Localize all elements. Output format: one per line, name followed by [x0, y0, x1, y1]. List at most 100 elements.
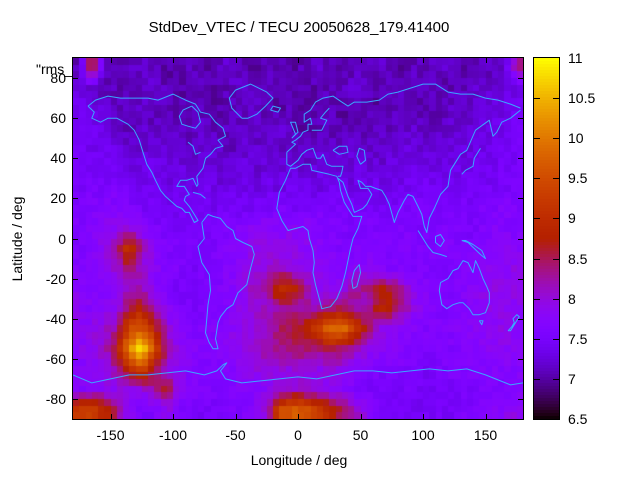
- colorbar-gradient-slice: [534, 184, 559, 187]
- colorbar-gradient-slice: [534, 350, 559, 353]
- colorbar-gradient-slice: [534, 359, 559, 362]
- x-axis-label: Longitude / deg: [250, 452, 348, 468]
- colorbar-tick-mark: [553, 378, 559, 380]
- colorbar-gradient-slice: [534, 356, 559, 359]
- colorbar-tick-mark: [553, 178, 559, 180]
- colorbar-gradient-slice: [534, 220, 559, 223]
- colorbar-gradient-slice: [534, 235, 559, 239]
- x-tick-mark: [423, 414, 424, 419]
- colorbar-gradient-slice: [534, 115, 559, 118]
- colorbar-tick-mark: [534, 338, 540, 340]
- colorbar: [533, 57, 560, 420]
- colorbar-gradient-slice: [534, 172, 559, 175]
- colorbar-gradient-slice: [534, 136, 559, 139]
- colorbar-gradient-slice: [534, 205, 559, 208]
- colorbar-gradient-slice: [534, 64, 559, 67]
- colorbar-gradient-slice: [534, 121, 559, 124]
- colorbar-gradient-slice: [534, 377, 559, 380]
- colorbar-gradient-slice: [534, 160, 559, 163]
- colorbar-gradient-slice: [534, 127, 559, 130]
- colorbar-gradient-slice: [534, 196, 559, 199]
- coastline-path: [478, 320, 484, 326]
- colorbar-gradient-slice: [534, 242, 559, 245]
- colorbar-gradient-slice: [534, 142, 559, 145]
- y-tick-mark: [518, 158, 523, 160]
- colorbar-gradient-slice: [534, 94, 559, 97]
- colorbar-gradient-slice: [534, 335, 559, 338]
- colorbar-gradient-slice: [534, 193, 559, 196]
- colorbar-gradient-slice: [534, 392, 559, 395]
- colorbar-gradient-slice: [534, 178, 559, 181]
- y-tick-label: 40: [50, 150, 66, 167]
- colorbar-tick-mark: [553, 138, 559, 140]
- x-tick-mark: [173, 414, 174, 419]
- colorbar-tick-mark: [553, 98, 559, 100]
- x-tick-label: 0: [294, 427, 302, 443]
- colorbar-gradient-slice: [534, 211, 559, 214]
- coastline-path: [87, 93, 226, 223]
- x-tick-mark: [298, 58, 299, 63]
- colorbar-gradient-slice: [534, 290, 559, 293]
- colorbar-gradient-slice: [534, 320, 559, 323]
- colorbar-gradient-slice: [534, 329, 559, 332]
- colorbar-gradient-slice: [534, 106, 559, 109]
- heatmap-canvas: [73, 58, 523, 419]
- colorbar-gradient-slice: [534, 175, 559, 178]
- colorbar-gradient-slice: [534, 251, 559, 254]
- colorbar-gradient-slice: [534, 272, 559, 275]
- coastline-path: [356, 147, 366, 165]
- colorbar-gradient-slice: [534, 208, 559, 211]
- colorbar-gradient-slice: [534, 85, 559, 88]
- coastline-path: [270, 105, 281, 113]
- x-tick-label: 50: [352, 427, 369, 443]
- colorbar-gradient-slice: [534, 76, 559, 79]
- coastline-path: [507, 314, 520, 332]
- plot-area: [72, 57, 524, 420]
- colorbar-tick-mark: [553, 338, 559, 340]
- x-tick-mark: [485, 58, 487, 63]
- x-tick-mark: [235, 58, 237, 63]
- y-tick-mark: [518, 358, 523, 360]
- overlay-rms-label: "rms_: [36, 61, 73, 77]
- y-tick-mark: [73, 198, 78, 200]
- colorbar-gradient-slice: [534, 67, 559, 70]
- colorbar-gradient-slice: [534, 263, 559, 266]
- x-tick-label: -150: [96, 427, 125, 443]
- colorbar-gradient-slice: [534, 353, 559, 356]
- y-tick-label: 20: [50, 190, 66, 207]
- y-tick-mark: [73, 78, 78, 80]
- colorbar-tick-mark: [553, 258, 559, 260]
- x-tick-mark: [110, 58, 112, 63]
- colorbar-gradient-slice: [534, 232, 559, 235]
- colorbar-tick-label: 8: [568, 290, 576, 307]
- colorbar-gradient-slice: [534, 163, 559, 166]
- colorbar-gradient-slice: [534, 190, 559, 193]
- colorbar-gradient-slice: [534, 187, 559, 190]
- y-tick-mark: [518, 398, 523, 400]
- coastline-path: [178, 105, 201, 129]
- colorbar-gradient-slice: [534, 308, 559, 311]
- y-tick-label: 0: [58, 230, 66, 247]
- y-tick-label: 60: [50, 110, 66, 127]
- coastline-path: [438, 260, 490, 316]
- colorbar-tick-label: 7: [568, 370, 576, 387]
- y-tick-mark: [518, 318, 523, 320]
- colorbar-gradient-slice: [534, 311, 559, 314]
- colorbar-gradient-slice: [534, 97, 559, 100]
- colorbar-tick-mark: [534, 178, 540, 180]
- colorbar-gradient-slice: [534, 266, 559, 269]
- colorbar-gradient-slice: [534, 257, 559, 260]
- colorbar-gradient-slice: [534, 214, 559, 217]
- colorbar-tick-mark: [534, 218, 540, 220]
- coastline-path: [311, 107, 330, 131]
- colorbar-gradient-slice: [534, 338, 559, 341]
- colorbar-gradient-slice: [534, 202, 559, 205]
- colorbar-gradient-slice: [534, 389, 559, 392]
- x-tick-mark: [360, 414, 362, 419]
- x-tick-mark: [235, 414, 237, 419]
- y-tick-mark: [518, 118, 523, 120]
- colorbar-gradient-slice: [534, 275, 559, 278]
- chart-title: StdDev_VTEC / TECU 20050628_179.41400: [148, 19, 450, 36]
- colorbar-gradient-slice: [534, 269, 559, 272]
